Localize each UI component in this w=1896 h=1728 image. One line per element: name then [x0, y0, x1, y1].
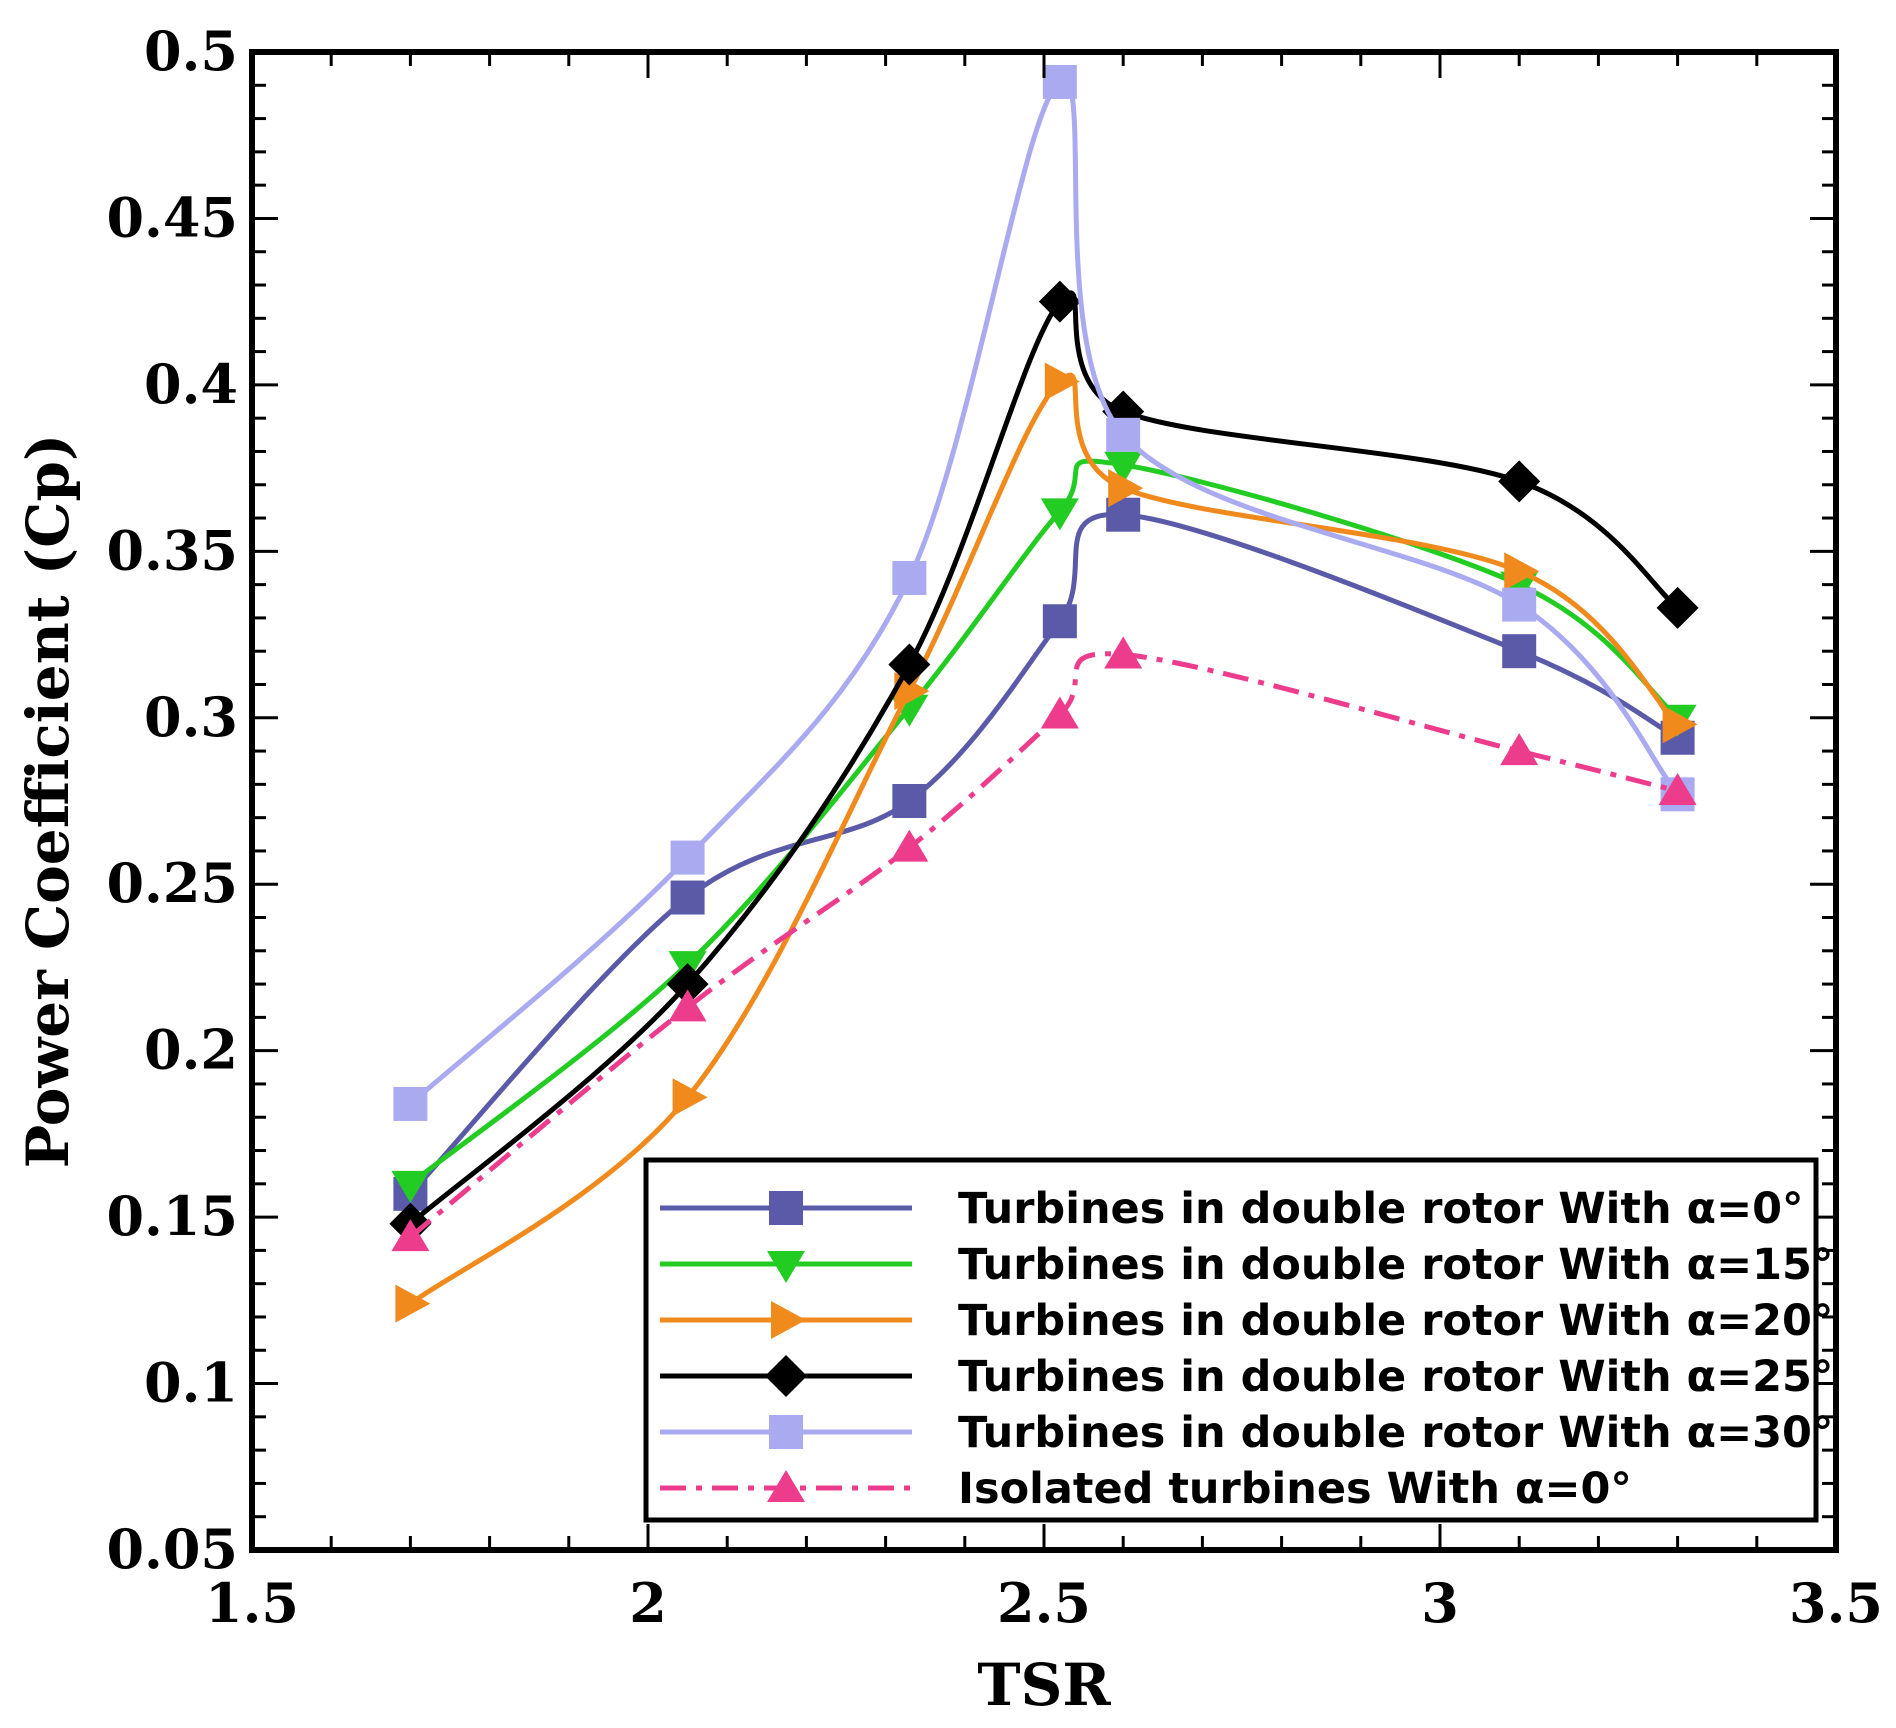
legend-entry-0: Turbines in double rotor With α=0° — [660, 1184, 1804, 1234]
series-0 — [393, 497, 1695, 1211]
legend-label-4: Turbines in double rotor With α=30° — [958, 1408, 1833, 1458]
legend-marker-3 — [765, 1355, 807, 1397]
series-line-3 — [408, 290, 1680, 1226]
series-2-point-5 — [1504, 552, 1540, 591]
y-tick-label: 0.1 — [144, 1351, 238, 1415]
series-3-point-2 — [888, 643, 931, 686]
series-4-point-4 — [1106, 417, 1141, 452]
series-4-point-0 — [393, 1086, 428, 1121]
legend-entry-5: Isolated turbines With α=0° — [660, 1464, 1632, 1514]
series-3 — [389, 280, 1699, 1245]
series-1-point-0 — [391, 1170, 430, 1203]
y-tick-label: 0.15 — [106, 1184, 238, 1248]
series-line-4 — [408, 78, 1680, 1106]
legend-label-2: Turbines in double rotor With α=20° — [958, 1296, 1833, 1346]
x-tick-label: 2.5 — [997, 1571, 1091, 1635]
series-2-point-4 — [1108, 469, 1144, 508]
series-2-point-1 — [672, 1078, 708, 1117]
x-tick-label: 1.5 — [205, 1571, 299, 1635]
series-2 — [395, 362, 1698, 1323]
series-5-point-6 — [1658, 773, 1697, 806]
legend-box — [643, 1157, 1819, 1523]
legend-entry-1: Turbines in double rotor With α=15° — [660, 1240, 1833, 1290]
x-tick-label: 3 — [1421, 1571, 1459, 1635]
series-line-5 — [408, 651, 1679, 1240]
y-tick-label: 0.4 — [144, 352, 238, 416]
y-tick-label: 0.45 — [106, 185, 238, 249]
series-5-point-5 — [1500, 733, 1539, 766]
series-3-point-5 — [1498, 460, 1541, 503]
series-3-point-6 — [1656, 586, 1699, 629]
series-4-point-5 — [1502, 587, 1537, 622]
series-layer — [389, 64, 1699, 1323]
legend-marker-5 — [767, 1470, 805, 1502]
legend-marker-1 — [767, 1251, 805, 1283]
series-0-point-3 — [1042, 604, 1077, 639]
y-tick-label: 0.05 — [106, 1517, 238, 1581]
series-5-point-0 — [391, 1219, 430, 1252]
y-tick-label: 0.2 — [144, 1018, 238, 1082]
legend-label-1: Turbines in double rotor With α=15° — [958, 1240, 1833, 1290]
legend-entry-4: Turbines in double rotor With α=30° — [660, 1408, 1833, 1458]
series-3-point-3 — [1038, 280, 1081, 323]
series-2-point-3 — [1044, 362, 1080, 401]
series-3-point-1 — [666, 963, 709, 1006]
series-2-point-6 — [1662, 705, 1698, 744]
series-2-point-0 — [395, 1284, 431, 1323]
legend-marker-0 — [769, 1191, 803, 1225]
y-axis-title: Power Coefficient (Cp) — [14, 434, 82, 1169]
series-4-point-1 — [670, 840, 705, 875]
x-axis-title: TSR — [977, 1651, 1111, 1719]
series-0-point-1 — [670, 880, 705, 915]
legend-label-0: Turbines in double rotor With α=0° — [958, 1184, 1804, 1234]
y-tick-label: 0.25 — [106, 851, 238, 915]
series-5 — [391, 636, 1697, 1252]
series-5-point-1 — [668, 989, 707, 1022]
series-5-point-2 — [890, 829, 929, 862]
series-5-point-3 — [1040, 696, 1079, 729]
legend-label-3: Turbines in double rotor With α=25° — [958, 1352, 1833, 1402]
y-tick-label: 0.3 — [144, 685, 238, 749]
series-0-point-2 — [892, 784, 927, 818]
series-5-point-4 — [1104, 636, 1143, 669]
y-tick-label: 0.5 — [144, 19, 238, 83]
legend-marker-2 — [771, 1301, 806, 1339]
series-4-point-2 — [892, 560, 927, 595]
series-1-point-3 — [1040, 498, 1079, 531]
series-4-point-3 — [1042, 64, 1077, 99]
legend: Turbines in double rotor With α=0° Turbin… — [643, 1157, 1833, 1523]
legend-label-5: Isolated turbines With α=0° — [958, 1464, 1632, 1514]
series-1-point-4 — [1104, 451, 1143, 484]
legend-marker-4 — [769, 1415, 803, 1449]
series-2-point-2 — [894, 672, 930, 711]
legend-entry-3: Turbines in double rotor With α=25° — [660, 1352, 1833, 1402]
series-4 — [393, 64, 1695, 1121]
series-0-point-5 — [1502, 634, 1537, 669]
y-tick-label: 0.35 — [106, 518, 238, 582]
x-tick-label: 2 — [629, 1571, 667, 1635]
axes-layer: 1.5 2 2.5 3 3.5 0.05 0.1 0.15 0.2 0.25 0.3 0.35 0.4 0… — [14, 19, 1883, 1719]
legend-entry-2: Turbines in double rotor With α=20° — [660, 1296, 1833, 1346]
x-tick-label: 3.5 — [1789, 1571, 1883, 1635]
